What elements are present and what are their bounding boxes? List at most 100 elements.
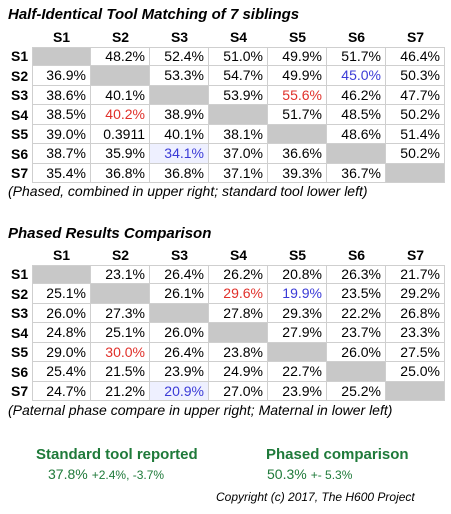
row-label: S3 bbox=[11, 305, 29, 322]
table-cell: 23.3% bbox=[386, 323, 445, 343]
table-cell: 50.2% bbox=[386, 144, 445, 164]
table-cell: 25.4% bbox=[32, 362, 91, 382]
column-header: S6 bbox=[347, 246, 366, 263]
column-header: S4 bbox=[229, 246, 248, 263]
table-cell: 20.8% bbox=[268, 264, 327, 284]
table-cell: 36.7% bbox=[327, 163, 386, 183]
table-cell: 49.9% bbox=[268, 46, 327, 66]
table-cell: 50.2% bbox=[386, 105, 445, 125]
table-cell: 26.3% bbox=[327, 264, 386, 284]
diagonal-cell bbox=[327, 362, 386, 382]
column-header: S5 bbox=[288, 28, 307, 45]
table-cell: 37.1% bbox=[209, 163, 268, 183]
table-cell: 55.6% bbox=[268, 85, 327, 105]
table-cell: 27.5% bbox=[386, 342, 445, 362]
diagonal-cell bbox=[32, 264, 91, 284]
column-header: S1 bbox=[52, 28, 71, 45]
table-cell: 47.7% bbox=[386, 85, 445, 105]
standard-tool-percent: 37.8% bbox=[48, 466, 88, 482]
phased-comparison-value: 50.3% +- 5.3% bbox=[267, 466, 352, 482]
table-cell: 39.0% bbox=[32, 124, 91, 144]
row-label: S2 bbox=[11, 67, 29, 84]
table-cell: 51.4% bbox=[386, 124, 445, 144]
table-cell: 36.8% bbox=[91, 163, 150, 183]
table-cell: 51.7% bbox=[327, 46, 386, 66]
table-cell: 37.0% bbox=[209, 144, 268, 164]
phased-comparison-label: Phased comparison bbox=[266, 446, 409, 463]
column-header: S3 bbox=[170, 246, 189, 263]
phased-comparison-percent: 50.3% bbox=[267, 466, 307, 482]
table-cell: 27.8% bbox=[209, 303, 268, 323]
diagonal-cell bbox=[209, 323, 268, 343]
row-label: S6 bbox=[11, 145, 29, 162]
column-header: S7 bbox=[406, 246, 425, 263]
phased-results-table: S1 S2 S3 S4 S5 S6 S7 S1 23.1% 26.4% 26.2% 20.8% 26.3… bbox=[10, 245, 445, 401]
table-cell: 26.0% bbox=[32, 303, 91, 323]
column-header: S3 bbox=[170, 28, 189, 45]
standard-tool-label: Standard tool reported bbox=[36, 446, 198, 463]
table-cell: 23.5% bbox=[327, 284, 386, 304]
table-cell: 46.2% bbox=[327, 85, 386, 105]
table-cell: 30.0% bbox=[91, 342, 150, 362]
table-cell: 45.0% bbox=[327, 66, 386, 86]
table-cell: 40.1% bbox=[91, 85, 150, 105]
column-header: S2 bbox=[111, 246, 130, 263]
diagonal-cell bbox=[386, 381, 445, 401]
table-cell: 51.0% bbox=[209, 46, 268, 66]
table-cell: 27.0% bbox=[209, 381, 268, 401]
table-cell: 0.3911 bbox=[91, 124, 150, 144]
column-header: S2 bbox=[111, 28, 130, 45]
table-cell: 21.5% bbox=[91, 362, 150, 382]
copyright-notice: Copyright (c) 2017, The H600 Project bbox=[216, 490, 415, 504]
diagonal-cell bbox=[268, 124, 327, 144]
diagonal-cell bbox=[386, 163, 445, 183]
table-cell: 40.2% bbox=[91, 105, 150, 125]
row-label: S6 bbox=[11, 363, 29, 380]
diagonal-cell bbox=[268, 342, 327, 362]
table-cell: 29.0% bbox=[32, 342, 91, 362]
standard-tool-value: 37.8% +2.4%, -3.7% bbox=[48, 466, 164, 482]
table-cell: 53.3% bbox=[150, 66, 209, 86]
table-cell: 34.1% bbox=[150, 144, 209, 164]
column-header: S6 bbox=[347, 28, 366, 45]
row-label: S7 bbox=[11, 165, 29, 182]
table-cell: 46.4% bbox=[386, 46, 445, 66]
table-cell: 19.9% bbox=[268, 284, 327, 304]
table1-title: Half-Identical Tool Matching of 7 siblin… bbox=[8, 6, 300, 23]
table-cell: 21.2% bbox=[91, 381, 150, 401]
diagonal-cell bbox=[327, 144, 386, 164]
table-cell: 40.1% bbox=[150, 124, 209, 144]
table-cell: 27.3% bbox=[91, 303, 150, 323]
table-cell: 38.6% bbox=[32, 85, 91, 105]
table-cell: 48.5% bbox=[327, 105, 386, 125]
table-cell: 35.4% bbox=[32, 163, 91, 183]
row-label: S3 bbox=[11, 87, 29, 104]
row-label: S1 bbox=[11, 48, 29, 65]
table-cell: 38.1% bbox=[209, 124, 268, 144]
standard-tool-range: +2.4%, -3.7% bbox=[91, 468, 165, 482]
table-corner bbox=[10, 27, 32, 47]
table-cell: 23.7% bbox=[327, 323, 386, 343]
phased-comparison-range: +- 5.3% bbox=[310, 468, 353, 482]
table-cell: 36.6% bbox=[268, 144, 327, 164]
table-cell: 26.8% bbox=[386, 303, 445, 323]
table-cell: 25.0% bbox=[386, 362, 445, 382]
table-cell: 23.1% bbox=[91, 264, 150, 284]
row-label: S7 bbox=[11, 383, 29, 400]
table-cell: 36.8% bbox=[150, 163, 209, 183]
row-label: S5 bbox=[11, 344, 29, 361]
table-cell: 29.3% bbox=[268, 303, 327, 323]
table-cell: 24.8% bbox=[32, 323, 91, 343]
table-cell: 35.9% bbox=[91, 144, 150, 164]
diagonal-cell bbox=[91, 66, 150, 86]
diagonal-cell bbox=[150, 85, 209, 105]
table-cell: 25.1% bbox=[91, 323, 150, 343]
row-label: S1 bbox=[11, 266, 29, 283]
table-cell: 53.9% bbox=[209, 85, 268, 105]
table2-note: (Paternal phase compare in upper right; … bbox=[8, 402, 393, 418]
table-cell: 21.7% bbox=[386, 264, 445, 284]
table-corner bbox=[10, 245, 32, 265]
table-cell: 51.7% bbox=[268, 105, 327, 125]
diagonal-cell bbox=[150, 303, 209, 323]
table2-title: Phased Results Comparison bbox=[8, 225, 212, 242]
